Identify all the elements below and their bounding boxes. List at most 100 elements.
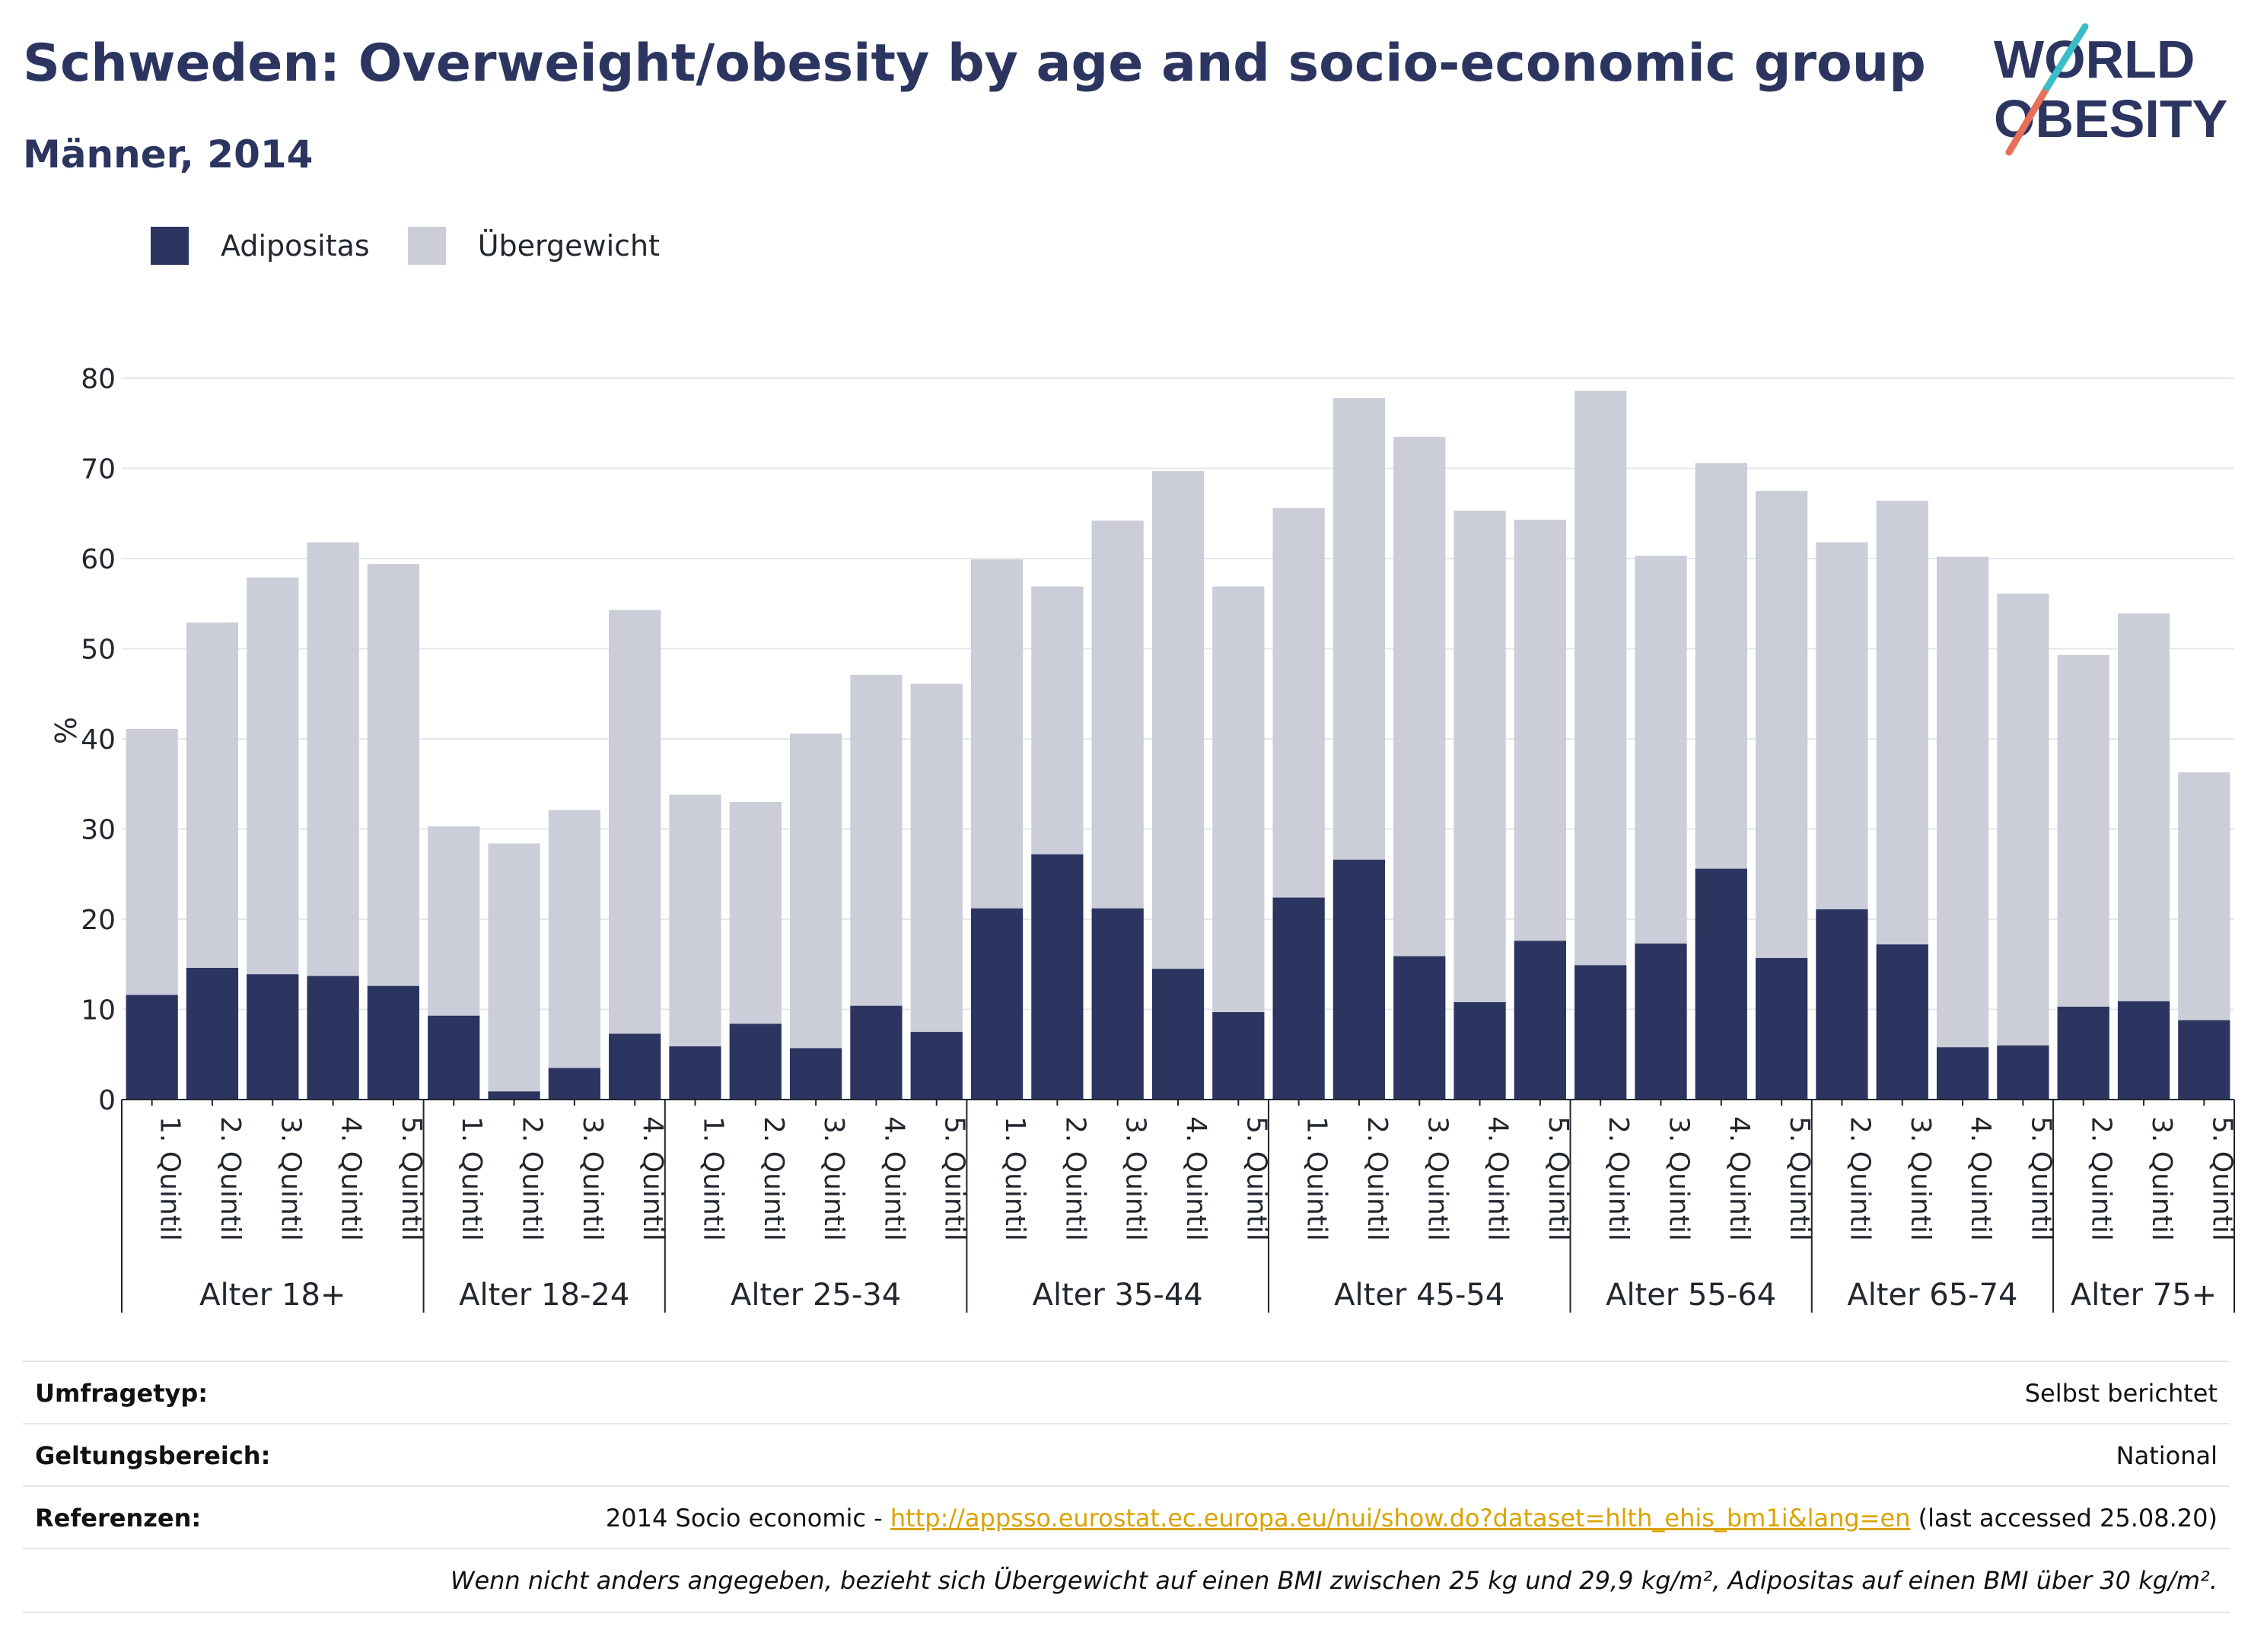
meta-label-references: Referenzen: (35, 1504, 202, 1533)
x-category-label: 2. Quintil (758, 1116, 789, 1241)
meta-row-note: Wenn nicht anders angegeben, bezieht sic… (23, 1548, 2230, 1612)
x-category-label: 2. Quintil (2086, 1116, 2117, 1241)
x-category-label: 5. Quintil (1543, 1116, 1574, 1241)
x-category-label: 4. Quintil (878, 1116, 909, 1241)
bar-adipositas (1574, 965, 1627, 1100)
bar-adipositas (1332, 859, 1386, 1100)
bar-adipositas (1816, 909, 1868, 1100)
y-tick-label: 70 (81, 454, 116, 485)
legend-swatch-uebergewicht (407, 227, 446, 265)
chart-subtitle: Männer, 2014 (23, 132, 314, 177)
legend-item-adipositas[interactable]: Adipositas (151, 227, 370, 265)
meta-label-survey-type: Umfragetyp: (35, 1379, 209, 1408)
x-category-label: 5. Quintil (2206, 1116, 2237, 1241)
bar-uebergewicht (1997, 594, 2049, 1100)
reference-link[interactable]: http://appsso.eurostat.ec.europa.eu/nui/… (890, 1504, 1911, 1533)
reference-suffix: (last accessed 25.08.20) (1910, 1504, 2218, 1533)
chart-legend: Adipositas Übergewicht (151, 227, 698, 265)
bar-adipositas (850, 1005, 903, 1100)
bar-adipositas (2057, 1006, 2109, 1100)
x-category-label: 3. Quintil (818, 1116, 849, 1241)
bar-adipositas (910, 1032, 963, 1100)
x-group-label: Alter 18-24 (459, 1278, 629, 1313)
bar-adipositas (186, 967, 239, 1100)
x-category-label: 2. Quintil (1361, 1116, 1393, 1241)
bar-adipositas (729, 1023, 782, 1100)
x-category-label: 3. Quintil (1422, 1116, 1453, 1241)
bar-adipositas (1393, 956, 1446, 1100)
x-category-label: 1. Quintil (697, 1116, 728, 1241)
bar-adipositas (2178, 1020, 2230, 1100)
meta-row-coverage: Geltungsbereich: National (23, 1423, 2230, 1487)
bar-adipositas (669, 1046, 721, 1100)
bar-adipositas (1212, 1012, 1265, 1100)
x-group-label: Alter 65-74 (1847, 1278, 2017, 1313)
x-category-label: 3. Quintil (1664, 1116, 1695, 1241)
meta-value-coverage: National (2116, 1441, 2218, 1470)
x-category-label: 3. Quintil (275, 1116, 306, 1241)
y-tick-label: 30 (81, 815, 116, 846)
x-category-label: 3. Quintil (577, 1116, 608, 1241)
bar-adipositas (1936, 1047, 1989, 1100)
x-category-label: 3. Quintil (1905, 1116, 1936, 1241)
x-category-label: 4. Quintil (336, 1116, 367, 1241)
x-group-label: Alter 45-54 (1334, 1278, 1504, 1313)
y-tick-label: 20 (81, 905, 116, 936)
x-category-label: 3. Quintil (2146, 1116, 2177, 1241)
bar-uebergewicht (1936, 556, 1989, 1100)
bar-adipositas (1091, 908, 1144, 1100)
world-obesity-logo: WORLD OBESITY (1979, 23, 2237, 160)
x-category-label: 4. Quintil (1180, 1116, 1211, 1241)
legend-label-adipositas: Adipositas (221, 229, 370, 263)
x-group-label: Alter 25-34 (731, 1278, 901, 1313)
logo-line1: WORLD (1994, 30, 2195, 89)
bar-uebergewicht (548, 810, 600, 1100)
legend-item-uebergewicht[interactable]: Übergewicht (407, 227, 660, 265)
y-tick-label: 50 (81, 635, 116, 666)
bar-adipositas (1876, 944, 1928, 1100)
x-category-label: 3. Quintil (1120, 1116, 1151, 1241)
bar-chart: 0 10 20 30 40 50 60 70 80% 1. Quintil 2. Quintil 3.… (48, 364, 2237, 1313)
meta-value-survey-type: Selbst berichtet (2024, 1379, 2218, 1408)
x-category-label: 2. Quintil (215, 1116, 246, 1241)
y-tick-label: 60 (81, 544, 116, 575)
y-tick-label: 0 (98, 1085, 116, 1116)
meta-value-references: 2014 Socio economic - http://appsso.euro… (606, 1504, 2218, 1533)
y-axis-label: % (48, 717, 81, 744)
meta-label-coverage: Geltungsbereich: (35, 1441, 271, 1470)
x-category-label: 4. Quintil (1965, 1116, 1996, 1241)
y-tick-label: 40 (81, 724, 116, 756)
x-category-label: 4. Quintil (1482, 1116, 1514, 1241)
meta-row-survey-type: Umfragetyp: Selbst berichtet (23, 1361, 2230, 1424)
bar-adipositas (126, 995, 178, 1100)
bar-adipositas (1756, 957, 1808, 1100)
bar-adipositas (1635, 943, 1687, 1100)
bar-uebergewicht (488, 843, 540, 1100)
chart-title: Schweden: Overweight/obesity by age and … (23, 33, 1926, 94)
x-category-label: 5. Quintil (1240, 1116, 1272, 1241)
y-tick-label: 10 (81, 995, 116, 1027)
bar-adipositas (1453, 1002, 1506, 1100)
x-group-label: Alter 55-64 (1606, 1278, 1776, 1313)
bar-adipositas (970, 908, 1024, 1100)
bar-adipositas (1151, 969, 1205, 1100)
bar-adipositas (1695, 868, 1747, 1100)
bar-adipositas (2117, 1001, 2170, 1100)
bar-adipositas (428, 1015, 480, 1100)
bar-adipositas (488, 1091, 540, 1100)
bar-adipositas (790, 1048, 842, 1100)
meta-bottom-divider (23, 1612, 2230, 1613)
x-category-label: 5. Quintil (2025, 1116, 2056, 1241)
bar-adipositas (367, 985, 420, 1100)
y-tick-label: 80 (81, 364, 116, 395)
legend-label-uebergewicht: Übergewicht (477, 229, 660, 263)
x-category-label: 1. Quintil (999, 1116, 1030, 1241)
legend-swatch-adipositas (151, 227, 189, 265)
x-category-label: 2. Quintil (1059, 1116, 1090, 1241)
x-category-label: 5. Quintil (939, 1116, 970, 1241)
logo-line2: OBESITY (1994, 89, 2227, 148)
x-group-label: Alter 18+ (199, 1278, 345, 1313)
x-group-label: Alter 75+ (2071, 1278, 2217, 1313)
bar-adipositas (609, 1033, 661, 1100)
bar-adipositas (1514, 941, 1566, 1100)
